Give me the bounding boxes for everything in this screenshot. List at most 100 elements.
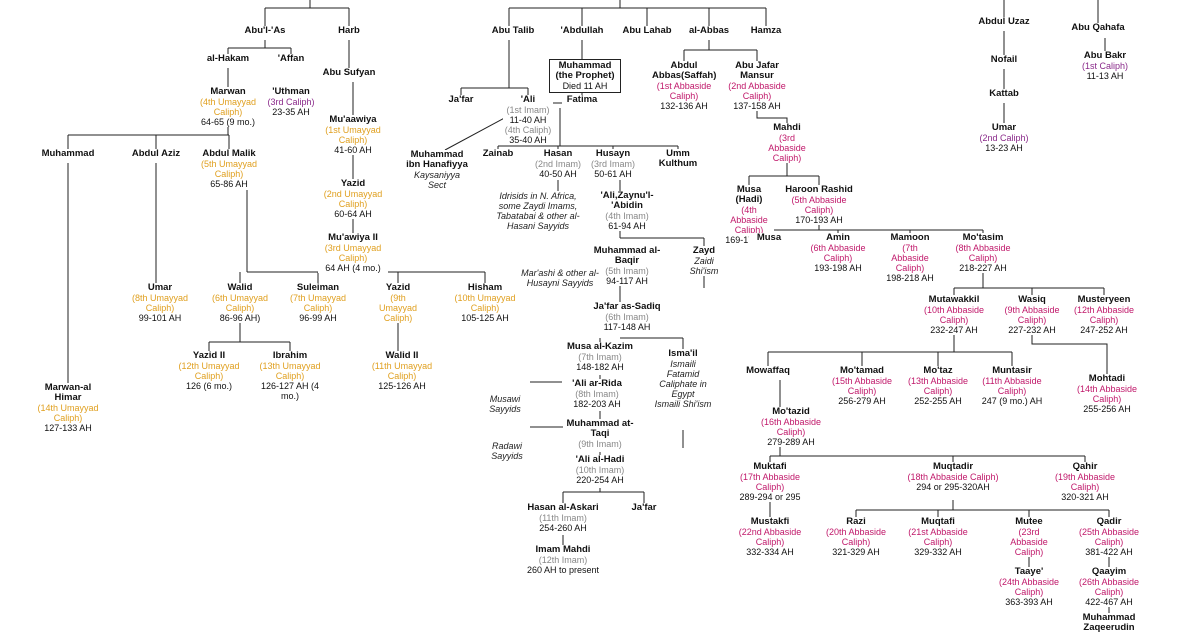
lineage-note: Idrisids in N. Africa, some Zaydi Imams,… [496,191,580,231]
title: (10th Imam) [575,465,625,475]
connector [444,0,767,545]
person-name: Abu'l-'As [244,25,286,36]
person-node: Muqtafi (21st Abbaside Caliph) 329-332 AH [902,517,974,557]
person-node: Ja'far [624,503,664,513]
title: (16th Abbaside Caliph) [760,417,822,437]
title: (5th Imam) [605,266,649,276]
title: (11th Imam) [539,513,587,523]
person-node: Musa al-Kazim (7th Imam) 148-182 AH [564,342,636,372]
person-name: Ja'far [448,94,474,105]
person-name: Umar [991,122,1017,133]
person-node: Ibrahim (13th Umayyad Caliph) 126-127 AH (… [252,351,328,401]
person-node: Yazid II (12th Umayyad Caliph) 126 (6 mo.) [174,351,244,391]
reign-dates: 320-321 AH [1061,492,1109,502]
person-name: Hamza [750,25,782,36]
reign-dates: 321-329 AH [832,547,880,557]
person-node: Abu'l-'As [235,26,295,36]
person-node: al-Abbas [679,26,739,36]
person-node: Yazid (9th Umayyad Caliph) [373,283,423,323]
person-node: Abu Qahafa [1068,23,1128,33]
reign-dates: 64 AH (4 mo.) [325,263,381,273]
reign-dates: 99-101 AH [138,313,182,323]
person-name: Walid [227,282,253,293]
person-name: 'Ali [520,94,536,105]
title: (24th Abbaside Caliph) [998,577,1060,597]
person-node: Razi (20th Abbaside Caliph) 321-329 AH [820,517,892,557]
reign-dates: 126 (6 mo.) [185,381,233,391]
person-name: Fatima [566,94,598,105]
person-name: Muktafi [753,461,787,472]
person-name: Muhammad ibn Hanafiyya [406,149,468,170]
title: (4th Umayyad Caliph) [199,97,257,117]
person-name: Muqtadir [932,461,974,472]
person-node: Mo'tamad (15th Abbaside Caliph) 256-279 AH [825,366,899,406]
title: (1st Caliph) [1081,61,1128,71]
reign-dates: 256-279 AH [838,396,886,406]
person-name: Mamoon [890,232,930,243]
person-node: Radawi Sayyids [482,441,532,461]
person-name: Abu Lahab [622,25,672,36]
person-node: Abdul Abbas(Saffah) (1st Abbaside Caliph)… [652,61,716,111]
lineage-note: Musawi Sayyids [489,394,521,414]
person-node: Qahir (19th Abbaside Caliph) 320-321 AH [1049,462,1121,502]
reign-dates: 247 (9 mo.) AH [981,396,1043,406]
person-node: al-Hakam [198,54,258,64]
title: (18th Abbaside Caliph) [907,472,999,482]
title: (8th Abbaside Caliph) [955,243,1011,263]
person-node: Musa [749,233,789,243]
lineage-note: Radawi Sayyids [491,441,523,461]
person-node: Ja'far as-Sadiq (6th Imam) 117-148 AH [587,302,667,332]
person-node: Kattab [979,89,1029,99]
title: (4th Caliph) [504,125,552,135]
reign-dates: 232-247 AH [930,325,978,335]
person-name: Harb [338,25,360,36]
person-node: Umm Kulthum [656,149,700,169]
title: (6th Umayyad Caliph) [211,293,269,313]
person-name: Abdul Abbas(Saffah) [652,60,717,81]
title: (9th Imam) [578,439,622,449]
reign-dates: 289-294 or 295 [739,492,801,502]
person-node: Mutee (23rd Abbaside Caliph) [1002,517,1056,557]
title: (11th Abbaside Caliph) [982,376,1042,396]
reign-dates: 86-96 AH) [219,313,261,323]
person-node: Abdul Uzaz [974,17,1034,27]
person-name: Wasiq [1018,294,1046,305]
person-node: Hasan (2nd Imam) 40-50 AH [533,149,583,179]
person-name: Musa [756,232,782,243]
person-node: Yazid (2nd Umayyad Caliph) 60-64 AH [322,179,384,219]
person-node: Marwan (4th Umayyad Caliph) 64-65 (9 mo.) [193,87,263,127]
person-node: Mo'tazid (16th Abbaside Caliph) 279-289 AH [759,407,823,447]
person-node: Hasan al-Askari (11th Imam) 254-260 AH [525,503,601,533]
reign-dates: 227-232 AH [1008,325,1056,335]
title: (4th Abbaside Caliph) [730,205,768,235]
person-name: Musa (Hadi) [735,184,763,205]
person-name: Mo'tamad [840,365,884,376]
connector [683,0,1110,613]
person-name: Abdul Malik [202,148,256,159]
person-node: Mustakfi (22nd Abbaside Caliph) 332-334 AH [733,517,807,557]
person-node: Abu Sufyan [314,68,384,78]
title: (3rd Caliph) [267,97,315,107]
person-node: Muhammad at-Taqi (9th Imam) [563,419,637,449]
reign-dates: 11-13 AH [1086,71,1124,81]
person-node: Walid II (11th Umayyad Caliph) 125-126 AH [367,351,437,391]
title: (3rd Imam) [590,159,635,169]
title: (3rd Abbaside Caliph) [768,133,806,163]
person-name: al-Hakam [206,53,250,64]
person-name: Abdul Uzaz [978,16,1030,27]
person-name: Mo'taz [923,365,953,376]
title: (14th Abbaside Caliph) [1076,384,1138,404]
person-name: Abu Bakr [1083,50,1127,61]
person-node: Nofail [979,55,1029,65]
person-name: Kattab [989,88,1019,99]
person-name: 'Abdullah [560,25,604,36]
title: (1st Imam) [506,105,550,115]
reign-dates: 198-218 AH [886,273,934,283]
person-name: Imam Mahdi [535,544,591,555]
person-name: Abu Talib [491,25,535,36]
reign-dates: 117-148 AH [603,322,651,332]
person-name: Umm Kulthum [658,148,698,169]
person-name: Marwan [210,86,246,97]
